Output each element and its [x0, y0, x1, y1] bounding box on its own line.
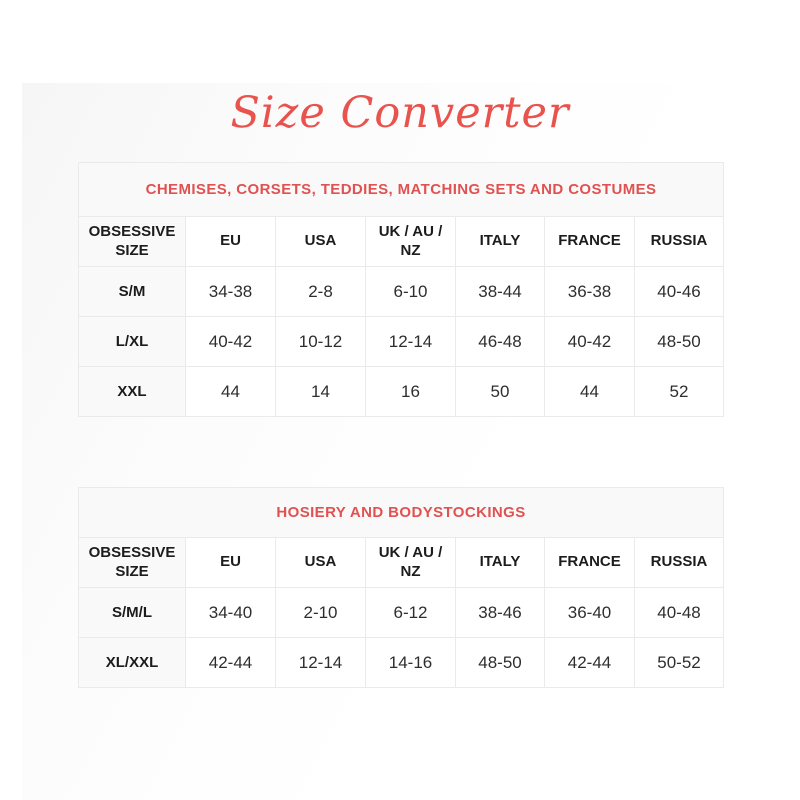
size-cell: 14-16 — [365, 637, 456, 688]
size-cell: 14 — [275, 366, 366, 417]
column-header: ITALY — [455, 216, 545, 267]
row-label: XL/XXL — [78, 637, 186, 688]
table-caption: CHEMISES, CORSETS, TEDDIES, MATCHING SET… — [77, 162, 725, 217]
size-cell: 46-48 — [455, 316, 545, 367]
size-cell: 34-40 — [185, 587, 276, 638]
column-header: OBSESSIVE SIZE — [78, 216, 186, 267]
size-cell: 44 — [185, 366, 276, 417]
page-title: Size Converter — [230, 88, 570, 138]
column-header: OBSESSIVE SIZE — [78, 537, 186, 588]
column-header-row: OBSESSIVE SIZE EU USA UK / AU / NZ ITALY FRAN… — [78, 537, 725, 588]
size-cell: 44 — [544, 366, 635, 417]
column-header: EU — [185, 216, 276, 267]
size-cell: 12-14 — [365, 316, 456, 367]
column-header: USA — [275, 537, 366, 588]
table-row: S/M/L 34-40 2-10 6-12 38-46 36-40 40-48 — [78, 587, 725, 638]
size-cell: 40-46 — [633, 266, 725, 317]
column-header: RUSSIA — [633, 216, 725, 267]
column-header-row: OBSESSIVE SIZE EU USA UK / AU / NZ ITALY FRAN… — [78, 216, 725, 267]
size-table-chemises-corsets: CHEMISES, CORSETS, TEDDIES, MATCHING SET… — [77, 162, 725, 417]
column-header: USA — [275, 216, 366, 267]
row-label: L/XL — [78, 316, 186, 367]
row-label: S/M — [78, 266, 186, 317]
column-header: UK / AU / NZ — [365, 216, 456, 267]
table-row: XL/XXL 42-44 12-14 14-16 48-50 42-44 50-52 — [78, 637, 725, 688]
column-header: ITALY — [455, 537, 545, 588]
size-cell: 38-44 — [455, 266, 545, 317]
row-label: S/M/L — [78, 587, 186, 638]
column-header: UK / AU / NZ — [365, 537, 456, 588]
size-cell: 52 — [633, 366, 725, 417]
table-caption-row: CHEMISES, CORSETS, TEDDIES, MATCHING SET… — [77, 162, 725, 217]
table-caption-row: HOSIERY AND BODYSTOCKINGS — [77, 487, 725, 538]
size-cell: 10-12 — [275, 316, 366, 367]
column-header: FRANCE — [544, 216, 635, 267]
row-label: XXL — [78, 366, 186, 417]
size-cell: 40-48 — [633, 587, 725, 638]
size-cell: 34-38 — [185, 266, 276, 317]
table-row: XXL 44 14 16 50 44 52 — [78, 366, 725, 417]
size-cell: 48-50 — [633, 316, 725, 367]
size-cell: 36-38 — [544, 266, 635, 317]
size-cell: 42-44 — [544, 637, 635, 688]
size-cell: 50 — [455, 366, 545, 417]
table-row: S/M 34-38 2-8 6-10 38-44 36-38 40-46 — [78, 266, 725, 317]
size-cell: 12-14 — [275, 637, 366, 688]
size-table-hosiery-bodystockings: HOSIERY AND BODYSTOCKINGS OBSESSIVE SIZE… — [77, 487, 725, 688]
size-cell: 40-42 — [185, 316, 276, 367]
size-cell: 36-40 — [544, 587, 635, 638]
size-cell: 16 — [365, 366, 456, 417]
size-cell: 50-52 — [633, 637, 725, 688]
size-cell: 48-50 — [455, 637, 545, 688]
size-cell: 38-46 — [455, 587, 545, 638]
size-cell: 40-42 — [544, 316, 635, 367]
size-cell: 6-12 — [365, 587, 456, 638]
column-header: RUSSIA — [633, 537, 725, 588]
size-cell: 42-44 — [185, 637, 276, 688]
table-caption: HOSIERY AND BODYSTOCKINGS — [77, 487, 725, 538]
size-cell: 2-10 — [275, 587, 366, 638]
size-cell: 6-10 — [365, 266, 456, 317]
table-row: L/XL 40-42 10-12 12-14 46-48 40-42 48-50 — [78, 316, 725, 367]
column-header: FRANCE — [544, 537, 635, 588]
column-header: EU — [185, 537, 276, 588]
size-cell: 2-8 — [275, 266, 366, 317]
